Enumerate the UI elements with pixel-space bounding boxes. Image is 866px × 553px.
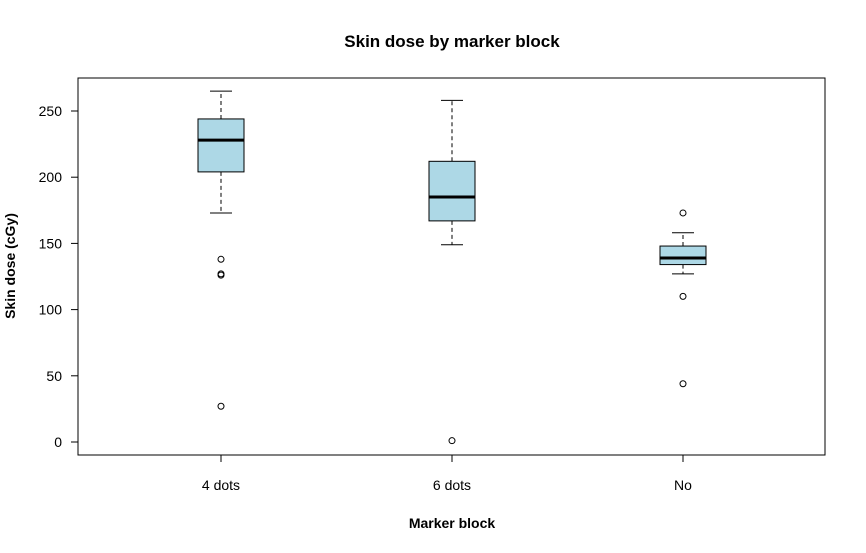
- x-tick-label: No: [674, 477, 692, 493]
- y-tick-label: 100: [39, 302, 63, 318]
- x-tick-label: 6 dots: [433, 477, 471, 493]
- y-tick-label: 250: [39, 103, 63, 119]
- x-axis-label: Marker block: [409, 515, 496, 531]
- box-4-dots: [197, 90, 245, 410]
- y-tick-label: 200: [39, 169, 63, 185]
- x-axis: 4 dots 6 dots No: [202, 454, 692, 493]
- outlier-point: [217, 271, 225, 279]
- box-6-dots: [428, 99, 476, 445]
- chart-title: Skin dose by marker block: [344, 32, 560, 51]
- iqr-box: [197, 118, 245, 173]
- y-axis-label: Skin dose (cGy): [2, 213, 18, 319]
- y-axis: 0 50 100 150 200 250: [39, 103, 79, 450]
- y-tick-label: 150: [39, 235, 63, 251]
- iqr-box: [428, 160, 476, 222]
- outlier-point: [448, 437, 456, 445]
- iqr-box: [659, 245, 707, 266]
- outlier-point: [679, 380, 687, 388]
- y-tick-label: 50: [46, 368, 62, 384]
- outlier-point: [679, 209, 687, 217]
- y-tick-label: 0: [54, 434, 62, 450]
- outlier-point: [217, 255, 225, 263]
- box-no: [659, 209, 707, 388]
- outlier-point: [217, 402, 225, 410]
- outlier-point: [679, 292, 687, 300]
- plot-frame: [77, 77, 826, 456]
- x-tick-label: 4 dots: [202, 477, 240, 493]
- box-group: [197, 90, 707, 445]
